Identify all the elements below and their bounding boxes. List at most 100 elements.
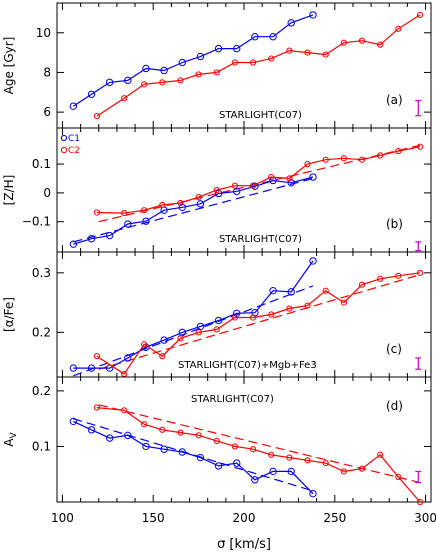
data-point — [213, 437, 220, 444]
data-point — [141, 421, 148, 428]
y-tick-label: 8 — [43, 65, 51, 79]
y-tick-label: 0.1 — [32, 157, 51, 171]
data-point — [178, 203, 186, 212]
data-point — [322, 460, 329, 467]
data-point — [304, 457, 311, 464]
series-line — [73, 260, 314, 369]
data-point — [159, 353, 166, 360]
y-tick-label: 6 — [43, 105, 51, 119]
data-point — [213, 69, 220, 76]
series-line — [73, 420, 314, 495]
data-point — [159, 201, 166, 209]
data-point — [322, 287, 329, 294]
panel-note: STARLIGHT(C07)+Mgb+Fe3 — [178, 360, 317, 371]
data-point — [124, 354, 132, 362]
data-point — [196, 52, 205, 61]
data-point — [177, 77, 184, 84]
data-point — [124, 431, 132, 440]
legend-label: C1 — [68, 134, 80, 144]
data-point — [304, 302, 311, 309]
data-point — [141, 207, 148, 214]
data-point — [231, 314, 239, 321]
data-point — [233, 44, 241, 53]
data-point — [177, 429, 184, 436]
data-point — [142, 442, 150, 451]
data-point — [87, 364, 96, 372]
data-point — [269, 33, 277, 41]
panel-tag: (c) — [386, 342, 402, 356]
data-point — [249, 314, 257, 321]
legend-marker — [60, 146, 68, 154]
data-point — [177, 335, 184, 342]
data-point — [160, 66, 168, 75]
data-point — [93, 404, 101, 411]
data-point — [105, 231, 114, 240]
data-point — [177, 199, 184, 207]
y-axis-label: Age [Gyr] — [2, 37, 16, 95]
x-tick-label: 200 — [233, 511, 256, 525]
x-tick-label: 300 — [414, 511, 436, 525]
data-point — [358, 465, 366, 472]
data-point — [377, 275, 384, 282]
data-point — [93, 353, 101, 360]
x-tick-label: 250 — [323, 511, 346, 525]
data-point — [395, 25, 402, 32]
panel-tag: (b) — [386, 217, 403, 231]
panel-frame — [56, 251, 432, 378]
data-point — [377, 41, 384, 48]
series-line — [72, 14, 314, 107]
data-point — [213, 326, 220, 333]
fit-line — [73, 285, 314, 377]
data-point — [304, 160, 311, 168]
y-tick-label: 0.2 — [32, 384, 51, 398]
data-point — [121, 209, 128, 217]
data-point — [105, 434, 114, 442]
y-tick-label: 10 — [36, 26, 51, 40]
data-point — [417, 269, 424, 276]
y-tick-label: 0.3 — [32, 266, 51, 280]
data-point — [178, 328, 186, 337]
data-point — [69, 240, 78, 248]
data-point — [309, 489, 317, 498]
data-point — [93, 209, 101, 216]
data-point — [268, 451, 275, 458]
data-point — [142, 64, 150, 73]
data-point — [287, 288, 295, 296]
y-axis-label: AV — [2, 431, 19, 446]
data-point — [309, 11, 317, 19]
data-point — [304, 49, 311, 56]
data-point — [87, 426, 96, 434]
data-point — [309, 257, 317, 265]
data-point — [69, 417, 78, 426]
panel-note: STARLIGHT(C07) — [191, 394, 274, 405]
data-point — [340, 155, 347, 162]
data-point — [417, 11, 424, 19]
data-point — [195, 432, 202, 439]
data-point — [417, 143, 424, 150]
data-point — [395, 147, 402, 155]
data-point — [287, 179, 295, 187]
data-point — [93, 112, 101, 120]
data-point — [196, 200, 205, 208]
data-point — [395, 473, 402, 481]
data-point — [231, 443, 239, 450]
data-point — [233, 459, 241, 467]
data-point — [105, 78, 114, 87]
data-point — [377, 451, 384, 458]
data-point — [340, 468, 347, 475]
y-tick-label: 0.2 — [32, 325, 51, 339]
data-point — [340, 299, 347, 306]
y-tick-label: 0.1 — [32, 439, 51, 453]
data-point — [269, 286, 277, 295]
data-point — [196, 322, 205, 331]
data-point — [417, 498, 424, 506]
data-point — [196, 453, 205, 462]
data-point — [160, 336, 168, 344]
panel-note: STARLIGHT(C07) — [219, 110, 302, 121]
data-point — [214, 316, 223, 325]
y-tick-label: 0 — [43, 186, 51, 200]
data-point — [322, 156, 329, 163]
data-point — [213, 186, 220, 194]
data-point — [159, 426, 166, 433]
